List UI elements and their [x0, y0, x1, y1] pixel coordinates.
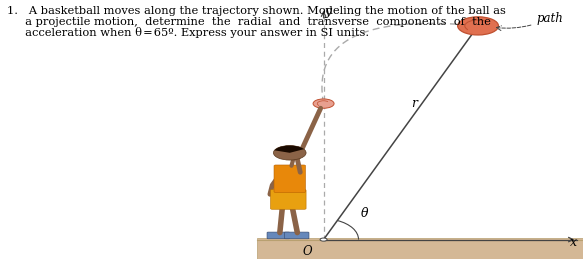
Text: a projectile motion,  determine  the  radial  and  transverse  components  of  t: a projectile motion, determine the radia… — [7, 17, 491, 27]
FancyBboxPatch shape — [274, 165, 305, 192]
Text: path: path — [497, 12, 563, 31]
Wedge shape — [275, 146, 304, 153]
Text: θ: θ — [361, 207, 368, 220]
FancyBboxPatch shape — [285, 232, 309, 239]
Circle shape — [320, 238, 327, 241]
Text: x: x — [570, 236, 577, 249]
Text: 1.   A basketball moves along the trajectory shown. Modeling the motion of the b: 1. A basketball moves along the trajecto… — [7, 6, 506, 17]
Bar — [257, 238, 583, 259]
Text: y: y — [324, 5, 331, 18]
Circle shape — [273, 146, 306, 160]
FancyBboxPatch shape — [267, 232, 290, 239]
Text: acceleration when θ = 65º. Express your answer in SI units.: acceleration when θ = 65º. Express your … — [7, 27, 369, 38]
Text: O: O — [302, 245, 312, 258]
Circle shape — [313, 99, 334, 108]
FancyBboxPatch shape — [271, 190, 306, 209]
Text: r: r — [411, 97, 417, 110]
Circle shape — [458, 17, 498, 35]
